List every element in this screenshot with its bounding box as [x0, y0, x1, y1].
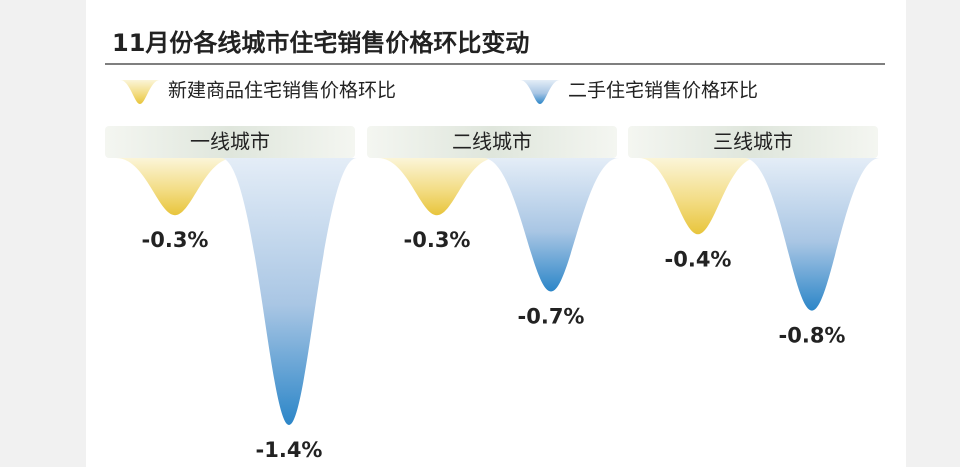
legend-swatch [520, 80, 560, 104]
group-header [105, 126, 355, 158]
value-label: -0.3% [404, 228, 471, 252]
category-label: 二线城市 [452, 130, 532, 154]
category-label: 一线城市 [190, 130, 270, 154]
legend-label: 二手住宅销售价格环比 [568, 80, 758, 102]
value-label: -1.4% [256, 438, 323, 462]
drop [483, 158, 619, 292]
drop [378, 158, 496, 216]
drop [116, 158, 234, 216]
value-label: -0.7% [518, 305, 585, 329]
legend-label: 新建商品住宅销售价格环比 [168, 80, 396, 102]
value-label: -0.3% [142, 228, 209, 252]
group-header [628, 126, 878, 158]
value-label: -0.8% [779, 324, 846, 348]
drop [639, 158, 757, 235]
category-label: 三线城市 [713, 130, 793, 154]
drop [744, 158, 880, 311]
group-header [367, 126, 617, 158]
drop [221, 158, 357, 425]
legend-swatch [120, 80, 160, 104]
panel [86, 0, 906, 467]
chart-title: 11月份各线城市住宅销售价格环比变动 [112, 29, 529, 57]
value-label: -0.4% [665, 247, 732, 271]
